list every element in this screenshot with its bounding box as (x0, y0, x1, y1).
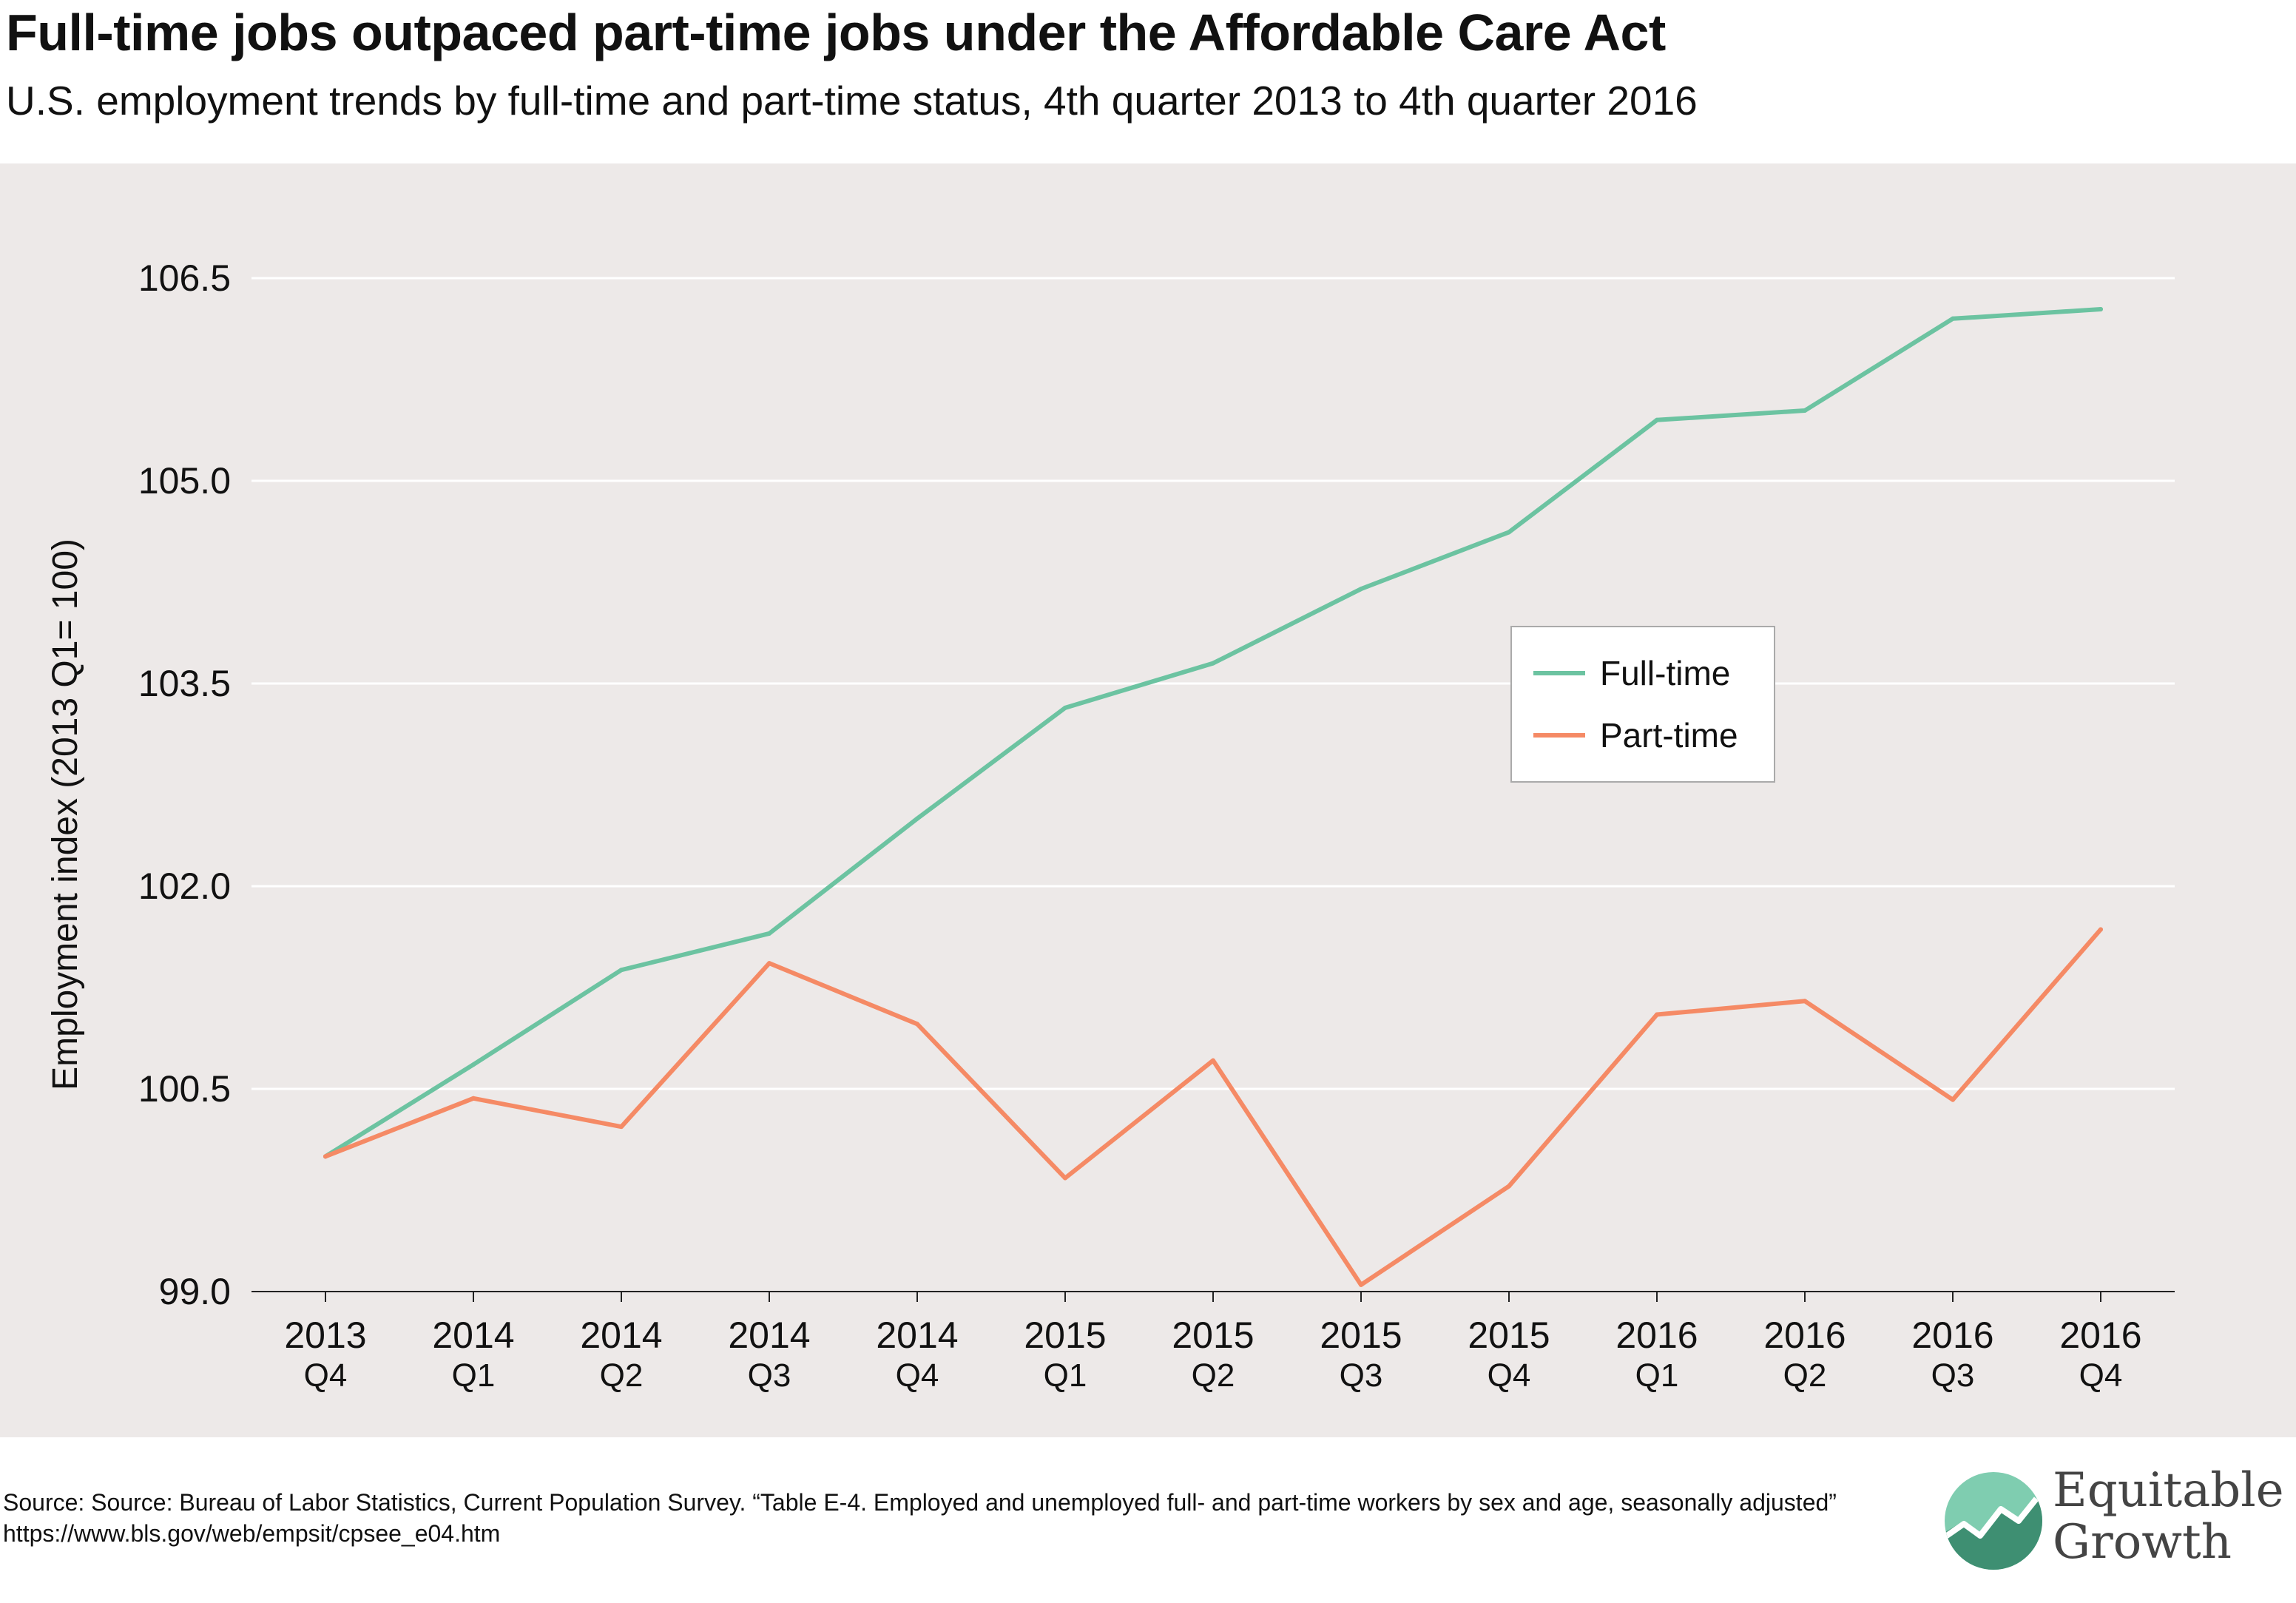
data-point-part-time (1063, 1175, 1067, 1181)
data-point-full-time (1803, 408, 1807, 414)
data-point-part-time (471, 1096, 476, 1101)
x-tick-quarter: Q4 (304, 1357, 348, 1394)
data-point-part-time (1655, 1012, 1659, 1017)
y-tick-label: 99.0 (159, 1271, 231, 1312)
x-tick-year: 2015 (1172, 1315, 1254, 1356)
data-point-part-time (767, 961, 771, 966)
x-tick-quarter: Q3 (748, 1357, 791, 1394)
x-tick-quarter: Q2 (600, 1357, 644, 1394)
data-point-part-time (619, 1124, 624, 1130)
data-point-part-time (1211, 1058, 1215, 1063)
x-tick-quarter: Q1 (1044, 1357, 1087, 1394)
x-tick-year: 2015 (1024, 1315, 1106, 1356)
series-line-part-time (323, 927, 2103, 1287)
data-point-full-time (767, 931, 771, 936)
data-point-full-time (1359, 587, 1363, 592)
logo-text-line2: Growth (2053, 1515, 2232, 1570)
chart-panel: 99.0 100.5 102.0 103.5 105.0 106.5 2013 Q4 2014 Q… (0, 163, 2296, 1437)
x-tick-quarter: Q1 (452, 1357, 496, 1394)
data-point-full-time (1063, 705, 1067, 710)
x-tick-year: 2015 (1468, 1315, 1550, 1356)
data-point-full-time (1951, 316, 1955, 321)
source-note: Source: Source: Bureau of Labor Statisti… (3, 1489, 1837, 1547)
data-point-part-time (1951, 1097, 1955, 1102)
chart-subtitle: U.S. employment trends by full-time and … (6, 78, 1698, 124)
x-tick-quarter: Q4 (1488, 1357, 1531, 1394)
data-point-full-time (1507, 530, 1511, 535)
data-point-full-time (915, 816, 919, 821)
x-tick-year: 2014 (876, 1315, 958, 1356)
x-tick-year: 2014 (728, 1315, 810, 1356)
data-point-full-time (2099, 307, 2103, 312)
data-point-part-time (1507, 1184, 1511, 1189)
legend-label-full-time: Full-time (1600, 654, 1730, 692)
x-tick-year: 2016 (1615, 1315, 1698, 1356)
data-point-full-time (471, 1062, 476, 1067)
chart-title: Full-time jobs outpaced part-time jobs u… (6, 4, 1666, 61)
logo-text-line1: Equitable (2053, 1463, 2284, 1518)
y-tick-label: 103.5 (138, 663, 231, 704)
data-point-part-time (1359, 1282, 1363, 1287)
x-tick-quarter: Q2 (1783, 1357, 1827, 1394)
data-point-part-time (915, 1022, 919, 1027)
y-tick-label: 100.5 (138, 1068, 231, 1110)
data-point-part-time (323, 1154, 328, 1159)
x-tick-year: 2014 (580, 1315, 662, 1356)
data-point-full-time (1655, 417, 1659, 422)
x-tick-year: 2016 (2059, 1315, 2141, 1356)
series-line-full-time (323, 307, 2103, 1159)
logo-growth-icon (1945, 1472, 2042, 1570)
x-tick-quarter: Q3 (1340, 1357, 1383, 1394)
x-tick-quarter: Q3 (1931, 1357, 1975, 1394)
y-tick-label: 105.0 (138, 460, 231, 502)
x-tick-year: 2016 (1763, 1315, 1846, 1356)
y-tick-label: 106.5 (138, 257, 231, 299)
data-point-full-time (1211, 661, 1215, 666)
legend-box (1510, 626, 1775, 783)
equitable-growth-logo: Equitable Growth (1942, 1450, 2289, 1583)
x-tick-quarter: Q4 (2079, 1357, 2123, 1394)
line-chart: 99.0100.5102.0103.5105.0106.52013Q42014Q… (46, 257, 2175, 1394)
x-tick-quarter: Q4 (896, 1357, 939, 1394)
data-point-part-time (2099, 927, 2103, 932)
x-tick-year: 2015 (1320, 1315, 1402, 1356)
x-tick-year: 2013 (284, 1315, 366, 1356)
x-tick-year: 2016 (1911, 1315, 1993, 1356)
data-point-part-time (1803, 999, 1807, 1004)
x-tick-year: 2014 (432, 1315, 514, 1356)
x-tick-quarter: Q2 (1192, 1357, 1235, 1394)
y-tick-label: 102.0 (138, 865, 231, 907)
legend-label-part-time: Part-time (1600, 716, 1738, 755)
x-tick-quarter: Q1 (1635, 1357, 1679, 1394)
y-axis-label: Employment index (2013 Q1= 100) (46, 539, 85, 1090)
data-point-full-time (619, 968, 624, 973)
